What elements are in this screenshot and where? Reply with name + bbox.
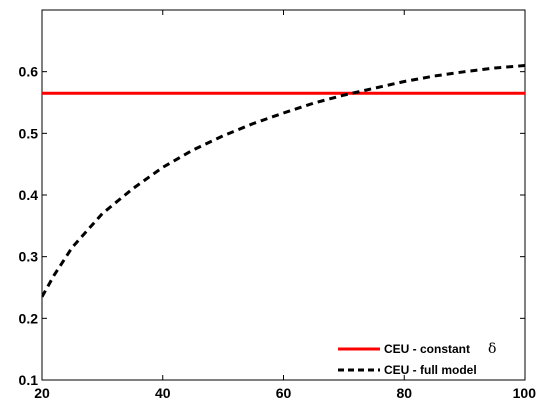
legend: CEU - constant δ CEU - full model (338, 341, 496, 377)
x-tick-label: 40 (155, 385, 171, 401)
legend-label-full-model: CEU - full model (384, 363, 477, 377)
y-tick-label: 0.1 (19, 372, 39, 388)
x-tick-label: 80 (396, 385, 412, 401)
legend-symbol-delta: δ (488, 341, 496, 357)
y-tick-label: 0.6 (19, 64, 39, 80)
legend-label-constant: CEU - constant (384, 342, 470, 356)
y-tick-label: 0.2 (19, 310, 39, 326)
series-line-full-model (42, 64, 525, 298)
plot-area (41, 9, 526, 381)
y-tick-label: 0.3 (19, 249, 39, 265)
x-tick-label: 60 (276, 385, 292, 401)
x-tick-label: 100 (513, 385, 537, 401)
y-tick-label: 0.5 (19, 125, 39, 141)
x-tick-label: 20 (34, 385, 50, 401)
y-tick-label: 0.4 (19, 187, 39, 203)
